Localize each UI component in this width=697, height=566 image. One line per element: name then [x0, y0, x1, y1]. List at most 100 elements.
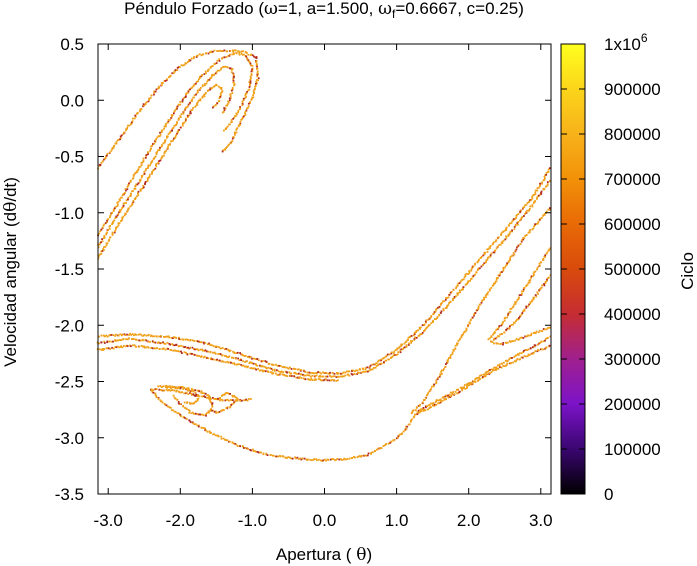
orbit-point — [145, 101, 148, 104]
orbit-point — [481, 377, 484, 379]
orbit-point — [155, 395, 158, 397]
orbit-point — [219, 86, 222, 89]
orbit-point — [519, 358, 521, 361]
orbit-point — [178, 66, 181, 68]
orbit-point — [222, 50, 224, 52]
orbit-point — [507, 235, 510, 237]
orbit-point — [508, 233, 511, 236]
orbit-point — [272, 364, 275, 366]
orbit-point — [504, 238, 507, 241]
orbit-point — [546, 181, 549, 183]
orbit-point — [170, 406, 172, 409]
orbit-point — [225, 104, 228, 107]
orbit-point — [340, 372, 342, 375]
orbit-point — [196, 395, 199, 397]
orbit-point — [101, 226, 104, 229]
orbit-point — [187, 409, 190, 411]
orbit-point — [204, 70, 207, 73]
orbit-point — [188, 114, 191, 117]
orbit-point — [189, 101, 191, 104]
orbit-point — [250, 72, 253, 75]
orbit-point — [191, 421, 194, 424]
orbit-point — [461, 287, 464, 290]
orbit-point — [178, 350, 181, 353]
orbit-point — [315, 378, 318, 381]
orbit-point — [232, 402, 235, 405]
orbit-point — [142, 184, 145, 187]
orbit-point — [426, 393, 429, 396]
orbit-point — [378, 359, 380, 362]
y-tick-label: 0.5 — [60, 35, 84, 54]
orbit-point — [495, 280, 498, 283]
orbit-point — [509, 308, 512, 310]
orbit-point — [159, 159, 162, 162]
orbit-point — [391, 351, 393, 354]
orbit-point — [189, 88, 192, 91]
orbit-point — [533, 296, 535, 299]
orbit-point — [173, 396, 176, 399]
orbit-point — [212, 351, 214, 354]
orbit-point — [529, 334, 531, 337]
orbit-point — [537, 186, 540, 189]
orbit-point — [490, 371, 493, 374]
orbit-point — [124, 192, 126, 194]
orbit-point — [465, 327, 468, 330]
orbit-point — [529, 199, 531, 201]
orbit-point — [420, 410, 423, 412]
orbit-point — [521, 312, 524, 314]
orbit-point — [248, 356, 251, 359]
orbit-point — [166, 78, 168, 81]
orbit-point — [136, 183, 139, 186]
orbit-point — [177, 387, 179, 390]
orbit-point — [263, 365, 266, 368]
orbit-point — [215, 84, 218, 87]
orbit-point — [174, 136, 177, 138]
orbit-point — [155, 153, 158, 155]
orbit-point — [469, 280, 471, 282]
orbit-point — [130, 204, 133, 207]
colorbar-tick-label: 0 — [604, 485, 613, 504]
orbit-point — [251, 54, 254, 57]
orbit-point — [188, 411, 191, 414]
orbit-point — [212, 409, 214, 412]
orbit-point — [521, 293, 523, 295]
orbit-point — [529, 279, 532, 281]
orbit-point — [309, 458, 312, 461]
orbit-point — [137, 190, 140, 193]
orbit-point — [188, 89, 191, 91]
orbit-point — [239, 352, 241, 354]
orbit-point — [175, 386, 178, 389]
orbit-point — [320, 372, 323, 375]
orbit-point — [283, 373, 285, 376]
orbit-point — [255, 80, 258, 83]
orbit-point — [539, 182, 541, 185]
orbit-point — [528, 354, 531, 356]
orbit-point — [224, 65, 227, 68]
orbit-point — [446, 361, 449, 363]
orbit-point — [121, 333, 124, 336]
orbit-point — [120, 196, 123, 199]
orbit-point — [342, 458, 345, 461]
orbit-point — [508, 327, 511, 330]
orbit-point — [519, 314, 522, 317]
orbit-point — [538, 329, 541, 332]
orbit-point — [112, 340, 114, 343]
orbit-point — [177, 103, 180, 106]
orbit-point — [544, 339, 546, 342]
orbit-point — [113, 231, 116, 234]
orbit-point — [106, 335, 109, 338]
orbit-point — [159, 146, 161, 149]
orbit-point — [223, 109, 226, 111]
orbit-point — [226, 66, 229, 69]
orbit-point — [490, 252, 493, 255]
orbit-point — [208, 78, 211, 81]
orbit-point — [228, 143, 230, 146]
orbit-point — [98, 254, 100, 257]
orbit-point — [234, 132, 236, 135]
orbit-point — [204, 427, 206, 430]
orbit-point — [539, 287, 542, 290]
orbit-point — [373, 367, 375, 369]
orbit-point — [255, 57, 258, 59]
orbit-point — [323, 372, 326, 374]
orbit-point — [159, 342, 162, 345]
